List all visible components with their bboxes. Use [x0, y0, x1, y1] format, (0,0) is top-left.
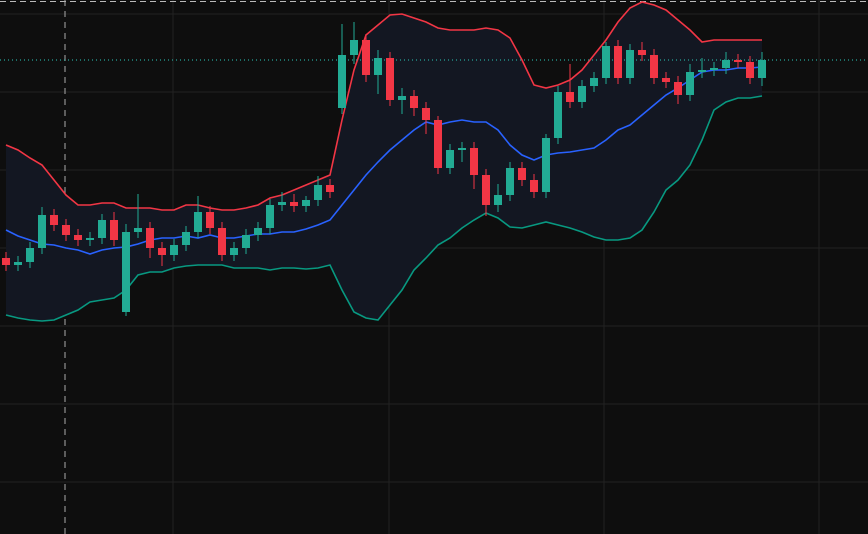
candle-body — [242, 235, 250, 248]
candle-body — [302, 200, 310, 206]
candle-body — [422, 108, 430, 120]
candle-body — [386, 58, 394, 100]
candle-body — [74, 235, 82, 240]
candle-body — [290, 202, 298, 206]
candle-body — [458, 148, 466, 150]
candle-body — [122, 232, 130, 312]
candle-body — [278, 202, 286, 205]
candle-body — [482, 175, 490, 205]
candle-body — [578, 86, 586, 102]
candle-body — [218, 228, 226, 255]
band-lower — [5, 95, 763, 322]
candle-body — [602, 46, 610, 78]
candle-body — [206, 212, 214, 228]
candle-body — [14, 262, 22, 265]
candle-body — [194, 212, 202, 232]
candle-body — [362, 40, 370, 75]
candle-body — [350, 40, 358, 55]
candle-body — [734, 60, 742, 62]
candle-body — [662, 78, 670, 82]
candle-body — [170, 245, 178, 255]
candle-body — [62, 225, 70, 235]
candle-body — [554, 92, 562, 138]
candle-body — [650, 55, 658, 78]
candle-body — [710, 68, 718, 70]
candle-body — [410, 96, 418, 108]
candle-body — [590, 78, 598, 86]
candle-body — [614, 46, 622, 78]
candle-body — [434, 120, 442, 168]
candle-body — [530, 180, 538, 192]
candle-body — [506, 168, 514, 195]
candle-body — [254, 228, 262, 235]
candle-body — [626, 50, 634, 78]
candle-body — [494, 195, 502, 205]
candle-body — [86, 238, 94, 240]
candle-body — [2, 258, 10, 265]
candle-body — [698, 70, 706, 72]
band-middle — [5, 66, 763, 255]
candle-body — [374, 58, 382, 75]
candle-body — [314, 185, 322, 200]
candle-body — [722, 60, 730, 68]
candle-body — [638, 50, 646, 55]
candle-body — [326, 185, 334, 192]
candle-body — [98, 220, 106, 238]
band-upper — [5, 1, 762, 211]
candle-body — [182, 232, 190, 245]
candle-body — [686, 72, 694, 95]
band-fill — [6, 2, 762, 321]
candle-body — [542, 138, 550, 192]
candle-body — [50, 215, 58, 225]
candle-body — [470, 148, 478, 175]
candle-body — [146, 228, 154, 248]
candle-body — [134, 228, 142, 232]
candle-body — [338, 55, 346, 108]
candle-body — [158, 248, 166, 255]
candle-body — [566, 92, 574, 102]
candle-body — [398, 96, 406, 100]
candle-body — [26, 248, 34, 262]
candle-body — [230, 248, 238, 255]
candle-body — [746, 62, 754, 78]
candle-body — [758, 60, 766, 78]
candle-body — [266, 205, 274, 228]
candle-body — [446, 150, 454, 168]
candle-body — [110, 220, 118, 240]
candle-body — [38, 215, 46, 248]
candle-body — [518, 168, 526, 180]
candle-body — [674, 82, 682, 95]
